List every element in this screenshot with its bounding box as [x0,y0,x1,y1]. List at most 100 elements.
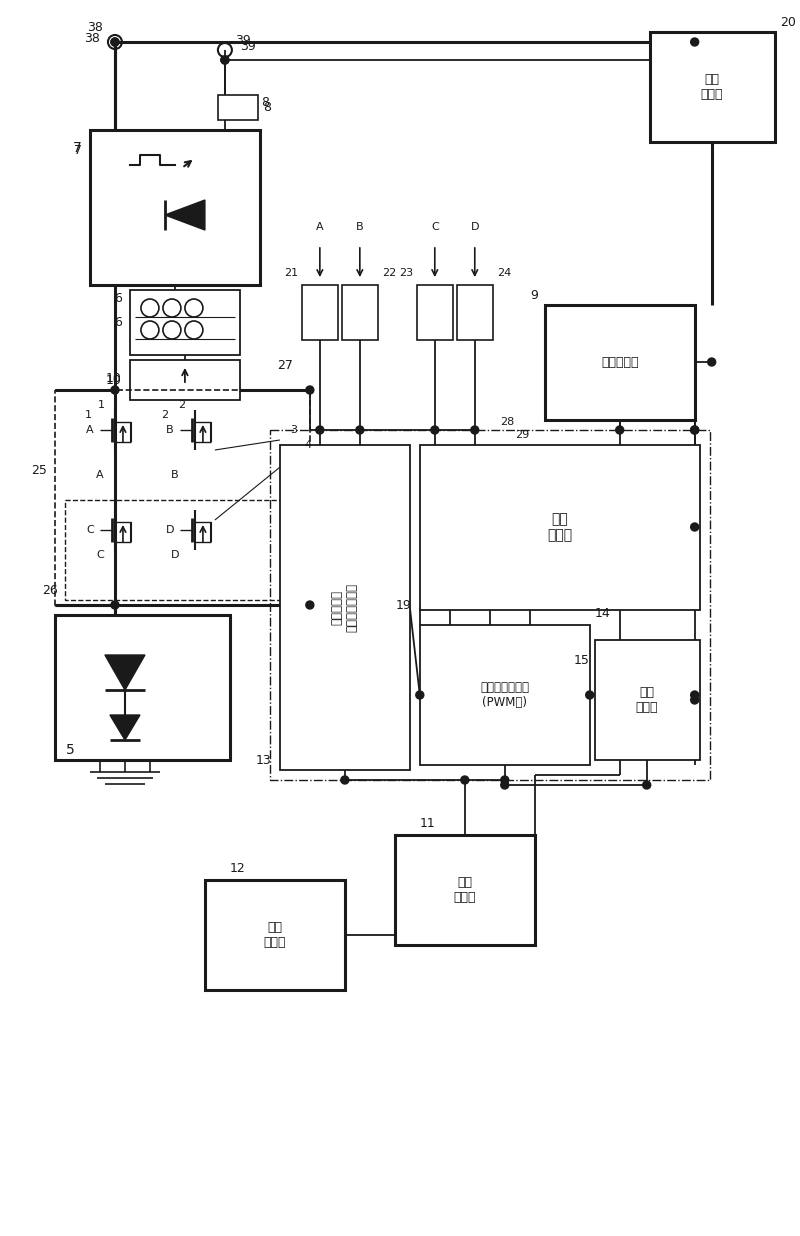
Text: 13: 13 [256,754,272,766]
Polygon shape [105,655,145,690]
Text: 6: 6 [114,292,122,304]
Text: 26: 26 [42,583,58,597]
Circle shape [356,426,364,434]
Text: 信号
切换部: 信号 切换部 [547,512,572,543]
Circle shape [221,56,229,64]
Text: 20: 20 [780,16,795,28]
Text: 12: 12 [230,861,246,875]
Circle shape [501,776,509,784]
Bar [65,501,300,599]
Text: A: A [86,425,94,435]
Text: 15: 15 [574,654,590,666]
Text: 変換器驱动
基本脉冲生成部: 変換器驱动 基本脉冲生成部 [331,582,359,632]
Text: 11: 11 [420,817,435,829]
Circle shape [461,776,469,784]
Circle shape [430,426,438,434]
Circle shape [111,386,119,394]
Polygon shape [165,200,205,230]
Text: 输出
设定部: 输出 设定部 [264,921,286,949]
Text: 39: 39 [235,33,250,47]
Text: 21: 21 [284,268,298,278]
Circle shape [111,601,119,609]
Text: 电流检测部: 电流检测部 [601,356,638,368]
Circle shape [690,426,698,434]
Bar [420,625,590,765]
Text: 2: 2 [178,400,185,410]
Circle shape [690,426,698,434]
Text: 4: 4 [305,440,312,450]
Bar [417,286,453,340]
Bar [342,286,378,340]
Circle shape [690,523,698,531]
Text: A: A [96,470,104,480]
Circle shape [111,38,119,46]
Bar [280,445,410,770]
Text: 1: 1 [85,410,91,420]
Bar [90,130,260,286]
Text: 29: 29 [514,430,529,440]
Circle shape [642,781,650,789]
Text: 25: 25 [31,464,47,477]
Circle shape [616,426,624,434]
Text: 19: 19 [396,598,412,612]
Bar [594,640,700,760]
Circle shape [708,358,716,366]
Text: 相位
控制部: 相位 控制部 [635,686,658,714]
Text: 10: 10 [106,372,122,384]
Text: B: B [166,425,174,435]
Text: 6: 6 [114,315,122,329]
Circle shape [470,426,478,434]
Text: 14: 14 [594,607,610,619]
Text: 脉冲宽度调制部
(PWM部): 脉冲宽度调制部 (PWM部) [480,681,530,709]
Text: B: B [171,470,178,480]
Circle shape [111,38,119,46]
Text: 8: 8 [263,100,271,114]
Circle shape [306,386,314,394]
Text: 8: 8 [261,95,269,109]
Bar [218,95,258,120]
Bar [55,616,230,760]
Bar [395,836,534,946]
Text: 2: 2 [162,410,169,420]
Circle shape [501,781,509,789]
Text: B: B [356,222,364,232]
Bar [55,391,310,604]
Text: 误差
放大部: 误差 放大部 [454,876,476,904]
Circle shape [586,691,594,700]
Bar [457,286,493,340]
Text: 1: 1 [98,400,105,410]
Text: 7: 7 [74,143,82,157]
Text: A: A [316,222,324,232]
Text: 38: 38 [84,31,100,44]
Text: 电压
检测部: 电压 检测部 [701,73,723,101]
Bar [302,286,338,340]
Text: 39: 39 [240,40,256,52]
Text: D: D [470,222,479,232]
Polygon shape [110,714,140,740]
Text: 3: 3 [290,425,297,435]
Text: 7: 7 [74,141,82,154]
Text: 22: 22 [382,268,396,278]
Text: D: D [170,550,179,560]
Text: 28: 28 [500,417,514,426]
Bar [130,360,240,400]
Circle shape [221,56,229,64]
Bar [420,445,700,611]
Text: C: C [86,525,94,535]
Bar [270,430,710,780]
Text: D: D [166,525,174,535]
Bar [205,880,345,990]
Text: C: C [96,550,104,560]
Text: 38: 38 [87,21,103,33]
Circle shape [306,601,314,609]
Text: 23: 23 [398,268,413,278]
Text: C: C [431,222,438,232]
Circle shape [416,691,424,700]
Text: 27: 27 [277,358,293,372]
Text: 9: 9 [530,288,538,302]
Bar [545,305,694,420]
Circle shape [690,696,698,705]
Circle shape [690,38,698,46]
Circle shape [690,691,698,700]
Text: 5: 5 [66,743,74,756]
